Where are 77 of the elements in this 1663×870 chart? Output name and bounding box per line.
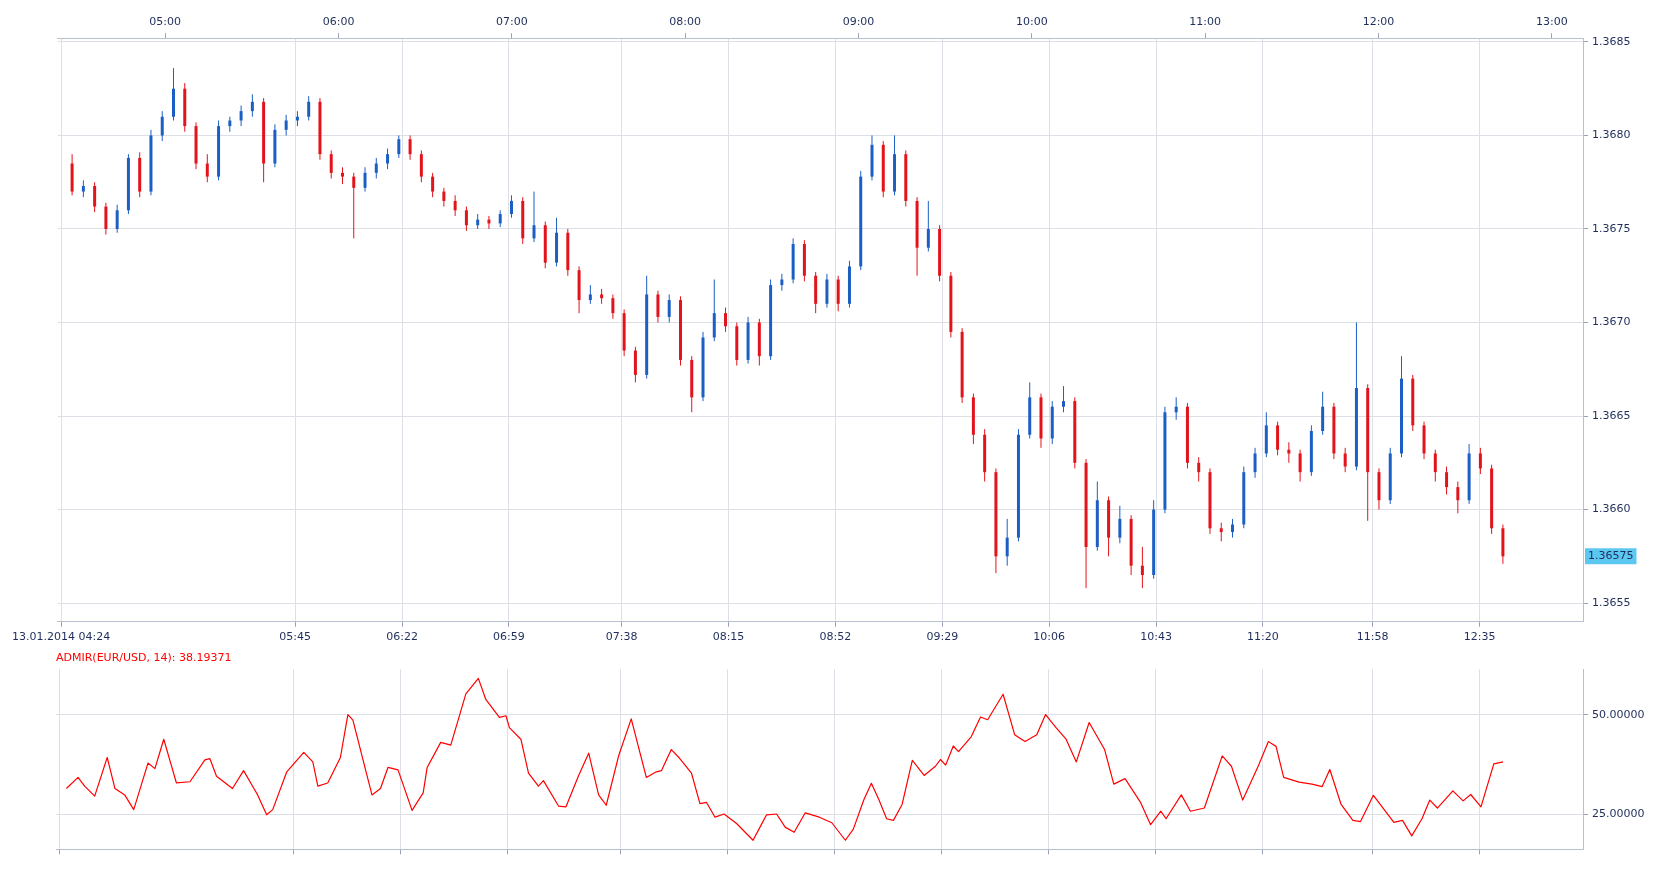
candlestick bbox=[104, 202, 108, 236]
candlestick bbox=[363, 166, 367, 193]
candlestick bbox=[509, 194, 513, 219]
candlestick bbox=[656, 290, 660, 324]
x-tick-label: 08:52 bbox=[819, 630, 852, 644]
x-tick-label: 07:38 bbox=[605, 630, 638, 644]
y-tick-label: 1.3655 bbox=[1592, 595, 1631, 609]
candlestick bbox=[1433, 449, 1437, 483]
candlestick bbox=[588, 284, 592, 305]
candlestick bbox=[1219, 522, 1223, 542]
x-tick-label: 06:59 bbox=[493, 630, 525, 644]
x2-tick-label: 09:00 bbox=[842, 15, 875, 29]
candlestick bbox=[1062, 385, 1066, 413]
candlestick bbox=[239, 105, 243, 127]
x-tick-label: 10:06 bbox=[1033, 630, 1066, 644]
candlestick bbox=[93, 181, 97, 213]
y-tick-label: 1.3665 bbox=[1592, 408, 1631, 422]
x2-tick-label: 05:00 bbox=[149, 15, 182, 29]
candlestick bbox=[307, 95, 311, 121]
x2-tick-label: 07:00 bbox=[496, 15, 528, 29]
chart-title: ADMIR(EUR/USD, 14): 38.19371 bbox=[56, 651, 232, 665]
x-tick-label: 05:45 bbox=[279, 630, 312, 644]
x-tick-label: 13.01.2014 04:24 bbox=[12, 630, 111, 644]
candlestick bbox=[284, 114, 288, 136]
x-tick-label: 12:35 bbox=[1463, 630, 1496, 644]
candlestick bbox=[780, 273, 784, 292]
candlestick bbox=[1445, 466, 1449, 496]
candlestick bbox=[1140, 546, 1144, 589]
candlestick bbox=[1478, 447, 1482, 475]
candlestick bbox=[1118, 505, 1122, 544]
x2-tick-label: 10:00 bbox=[1015, 15, 1048, 29]
y-tick-label: 1.3670 bbox=[1592, 315, 1631, 329]
x-tick-label: 09:29 bbox=[926, 630, 959, 644]
candlestick bbox=[115, 204, 119, 234]
y-tick-label: 50.00000 bbox=[1592, 707, 1645, 721]
text: 1.36575 bbox=[1588, 549, 1634, 563]
candlestick bbox=[431, 172, 435, 198]
candlestick bbox=[352, 172, 356, 239]
candlestick bbox=[1456, 481, 1460, 514]
candlestick bbox=[329, 149, 333, 179]
candlestick bbox=[408, 134, 412, 161]
x2-tick-label: 06:00 bbox=[322, 15, 355, 29]
candlestick bbox=[205, 153, 209, 183]
x2-tick-label: 12:00 bbox=[1362, 15, 1395, 29]
candlestick bbox=[1005, 518, 1009, 567]
candlestick bbox=[386, 148, 390, 170]
candlestick bbox=[1298, 449, 1302, 483]
candlestick bbox=[1343, 447, 1347, 473]
x-tick-label: 06:22 bbox=[386, 630, 418, 644]
x2-tick-label: 11:00 bbox=[1189, 15, 1221, 29]
candlestick bbox=[397, 134, 401, 159]
candlestick bbox=[442, 187, 446, 208]
x-tick-label: 11:58 bbox=[1356, 630, 1389, 644]
candlestick bbox=[611, 293, 615, 320]
candlestick bbox=[667, 293, 671, 324]
y-tick-label: 1.3675 bbox=[1592, 221, 1631, 235]
candlestick bbox=[374, 157, 378, 179]
candlestick bbox=[419, 149, 423, 183]
candlestick bbox=[1197, 456, 1201, 483]
y-tick-label: 1.3685 bbox=[1592, 34, 1631, 48]
x-tick-label: 08:15 bbox=[712, 630, 745, 644]
candlestick bbox=[1253, 447, 1257, 479]
y-tick-label: 1.3680 bbox=[1592, 128, 1631, 142]
candlestick bbox=[160, 110, 164, 142]
candlestick bbox=[1231, 518, 1235, 539]
y-tick-label: 1.3660 bbox=[1592, 502, 1631, 516]
candlestick bbox=[464, 206, 468, 232]
x2-tick-label: 13:00 bbox=[1535, 15, 1568, 29]
candlestick bbox=[532, 191, 536, 243]
x2-tick-label: 08:00 bbox=[669, 15, 702, 29]
candlestick bbox=[926, 200, 930, 252]
x-tick-label: 10:43 bbox=[1140, 630, 1172, 644]
candlestick bbox=[724, 307, 728, 333]
y-tick-label: 25.00000 bbox=[1592, 807, 1645, 821]
candlestick bbox=[250, 93, 254, 118]
x-tick-label: 11:20 bbox=[1247, 630, 1279, 644]
candlestick bbox=[453, 194, 457, 217]
